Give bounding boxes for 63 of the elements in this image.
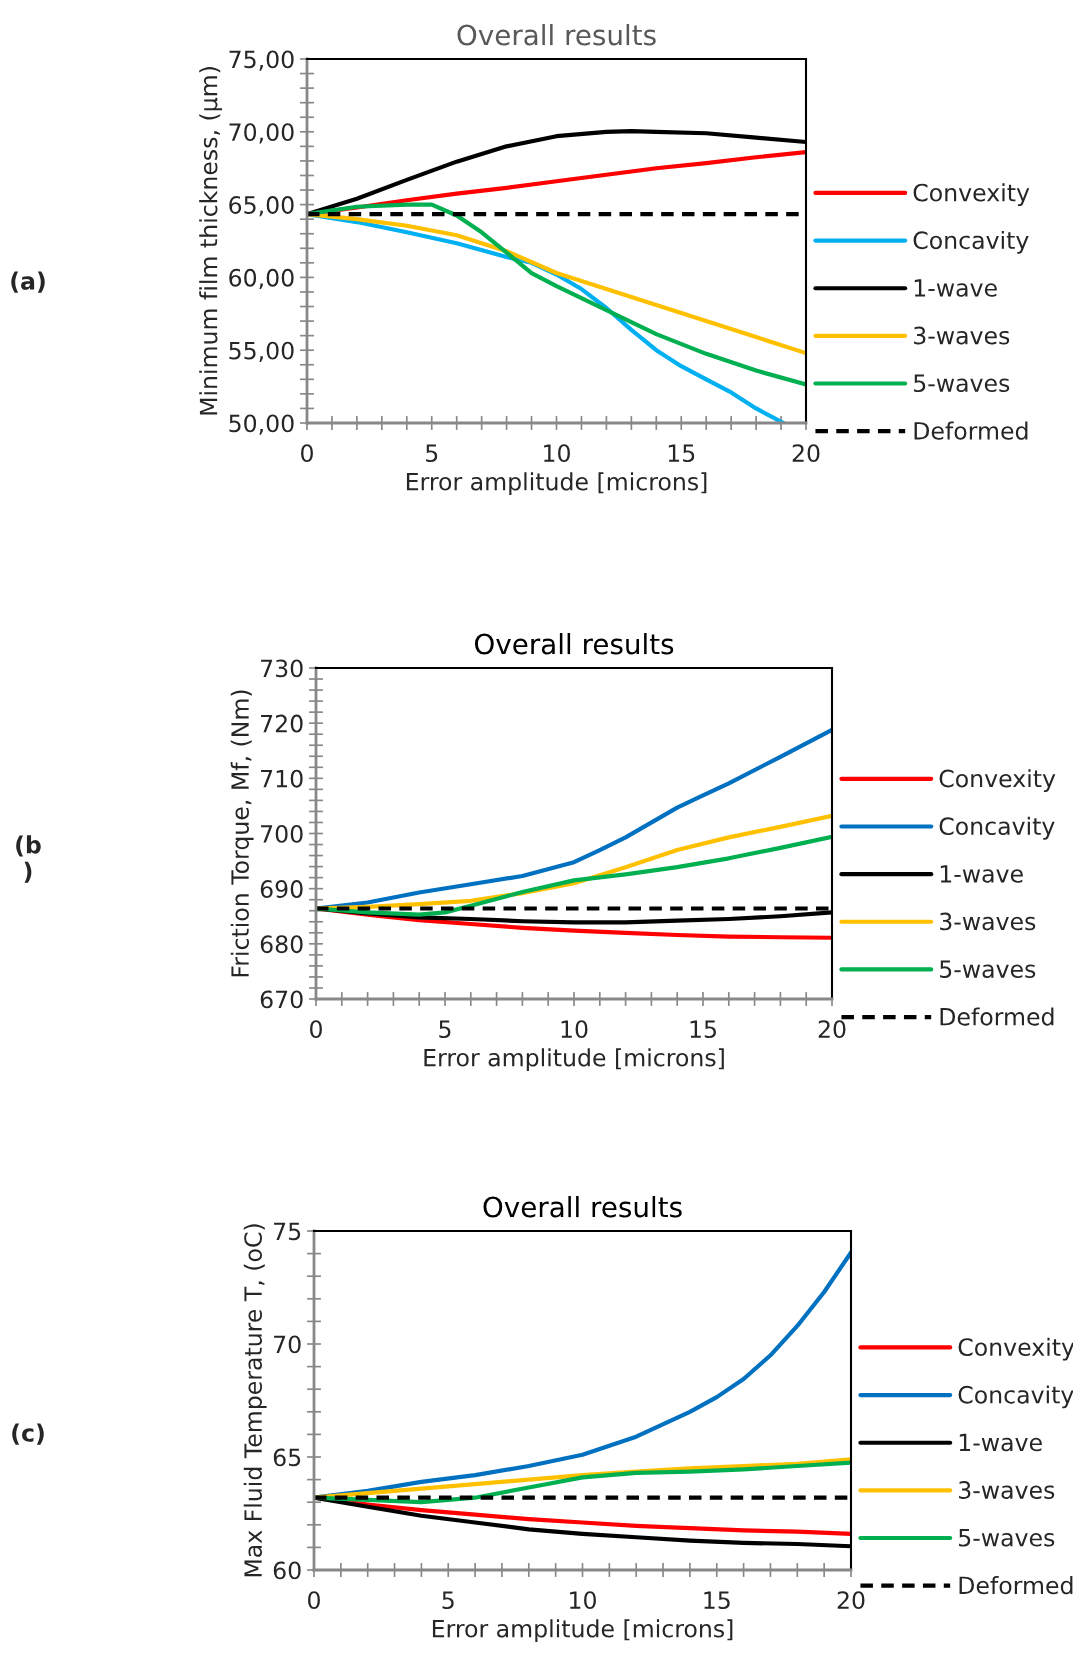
x-tick-label: 20	[818, 1020, 846, 1039]
chart-title: Overall results	[474, 633, 674, 655]
legend-label: 1-wave	[940, 865, 1023, 883]
text: (c)	[12, 1423, 44, 1445]
y-tick-label: 690	[260, 880, 303, 898]
legend-label: 5-waves	[940, 960, 1036, 979]
x-tick-label: 15	[704, 1591, 730, 1610]
x-axis-title: Error amplitude [microns]	[432, 1619, 733, 1643]
x-tick-label: 0	[310, 1020, 322, 1039]
text: (a)	[11, 271, 45, 293]
legend-label: 3-waves	[914, 326, 1010, 345]
x-tick-label: 5	[442, 1591, 454, 1610]
x-tick-label: 10	[570, 1591, 596, 1610]
legend-label: Deformed	[959, 1575, 1073, 1595]
legend-label: 3-waves	[959, 1481, 1055, 1499]
legend-label: Convexity	[913, 183, 1030, 207]
y-axis-title: Minimum film thickness, (µm)	[199, 67, 223, 415]
y-tick-label: 55,00	[229, 341, 294, 362]
legend-label: Convexity	[939, 769, 1056, 793]
y-tick-label: 670	[260, 990, 303, 1009]
y-tick-label: 730	[261, 659, 303, 678]
y-tick-label: 65	[273, 1448, 301, 1467]
x-tick-label: 20	[837, 1591, 865, 1610]
chart-title: Overall results	[457, 24, 656, 46]
chart-title: Overall results	[483, 1196, 682, 1218]
legend-label: Concavity	[939, 816, 1055, 840]
y-tick-label: 75	[274, 1222, 301, 1241]
y-axis-title: Friction Torque, Mf, (Nm)	[230, 690, 254, 977]
legend-label: 1-wave	[959, 1433, 1042, 1452]
legend-label: 5-waves	[914, 374, 1010, 393]
legend-label: 5-waves	[959, 1529, 1055, 1547]
legend-label: Concavity	[958, 1385, 1073, 1409]
x-tick-label: 0	[308, 1591, 320, 1610]
y-tick-label: 60,00	[229, 268, 294, 290]
x-tick-label: 5	[426, 444, 438, 463]
legend-label: Concavity	[913, 230, 1029, 254]
x-tick-label: 10	[544, 444, 570, 463]
y-tick-label: 70	[274, 1335, 301, 1354]
y-tick-label: 50,00	[229, 414, 294, 435]
x-tick-label: 0	[301, 444, 313, 463]
y-tick-label: 680	[260, 935, 303, 954]
x-tick-label: 15	[668, 444, 695, 463]
y-tick-label: 70,00	[229, 123, 294, 144]
line-series	[307, 202, 806, 387]
x-axis-title: Error amplitude [microns]	[424, 1048, 724, 1072]
x-axis-title: Error amplitude [microns]	[406, 472, 707, 496]
legend-label: 1-wave	[914, 279, 997, 297]
text: (b )	[16, 835, 41, 883]
y-axis-title: Max Fluid Temperature T, (oC)	[243, 1224, 267, 1577]
x-tick-label: 20	[792, 444, 820, 463]
y-tick-label: 60	[273, 1561, 301, 1580]
y-tick-label: 75,00	[229, 50, 294, 71]
legend-label: Deformed	[914, 421, 1028, 440]
x-tick-label: 15	[690, 1020, 716, 1039]
y-tick-label: 700	[261, 824, 303, 843]
line-series	[307, 211, 806, 356]
legend-label: Deformed	[940, 1007, 1054, 1026]
y-tick-label: 65,00	[229, 196, 294, 217]
y-tick-label: 720	[261, 714, 303, 733]
y-tick-label: 710	[261, 769, 303, 788]
x-tick-label: 5	[439, 1020, 451, 1039]
x-tick-label: 10	[561, 1020, 588, 1039]
legend-label: 3-waves	[940, 912, 1036, 931]
